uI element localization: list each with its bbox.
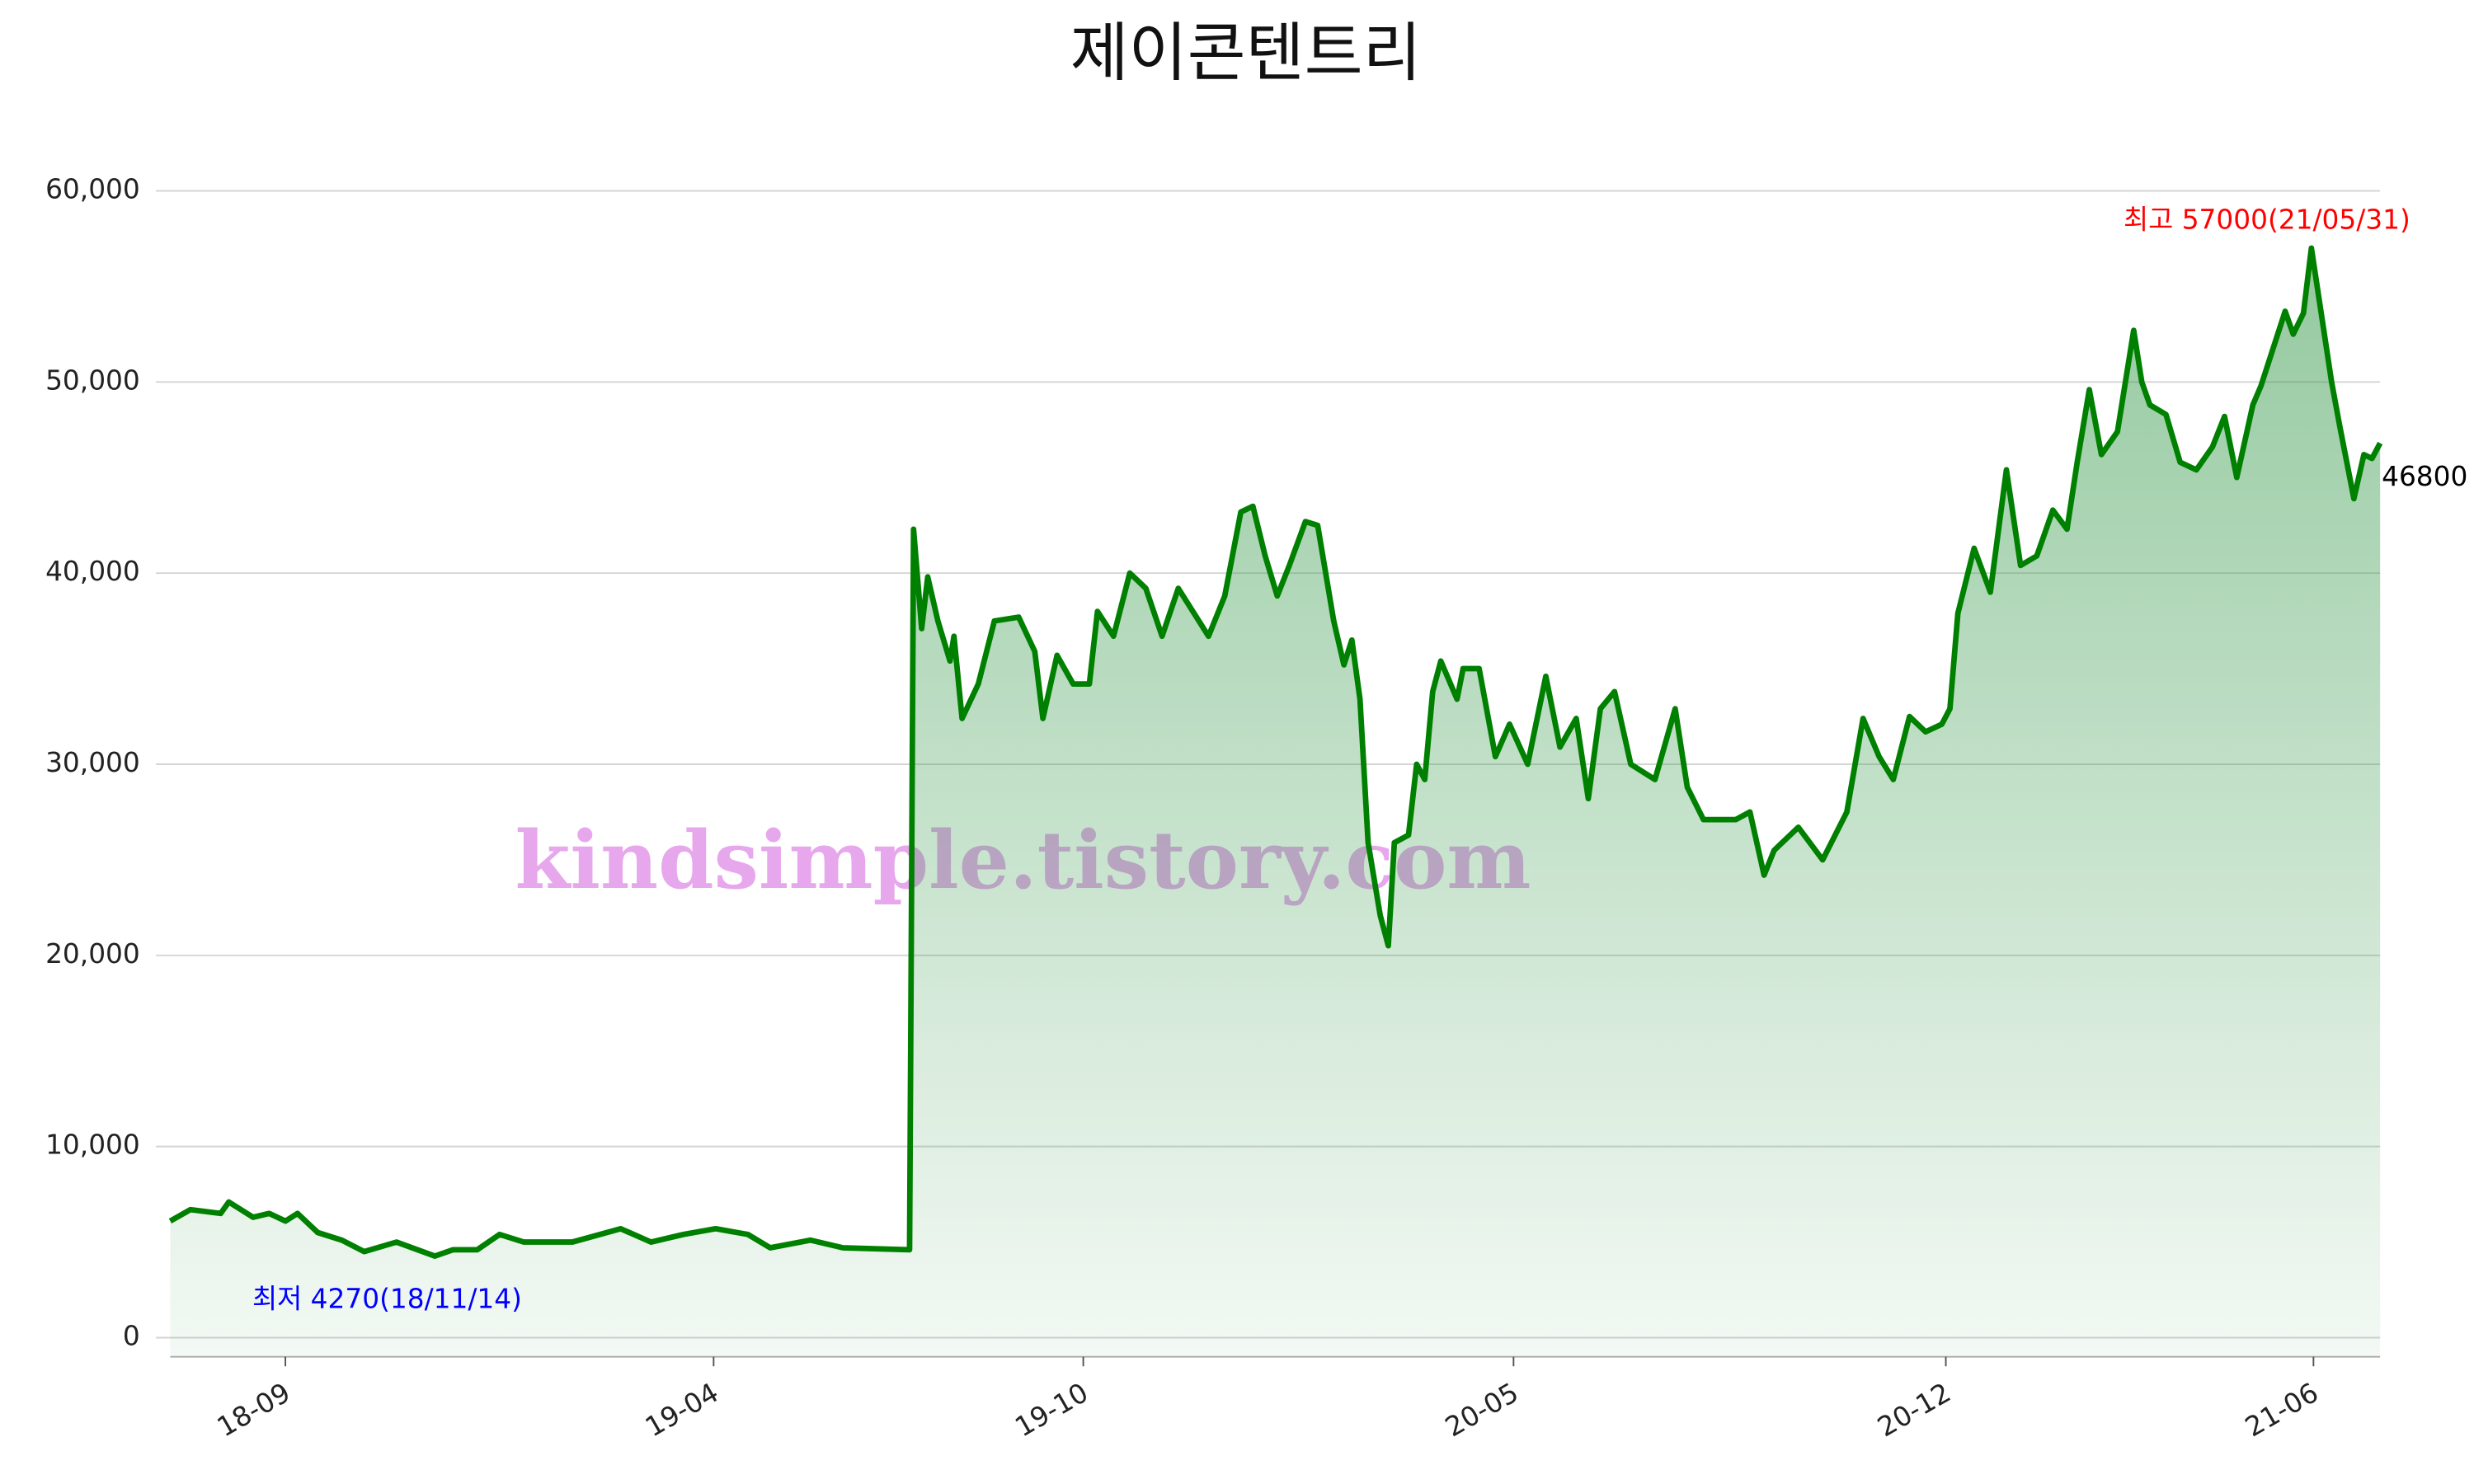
annotation: 최저 4270(18/11/14) [252, 1284, 522, 1315]
y-tick-label: 50,000 [45, 364, 140, 396]
annotation: 46800 [2382, 461, 2467, 492]
chart-title: 제이콘텐트리 [1070, 16, 1422, 90]
x-tick-label: 20-05 [1440, 1377, 1524, 1444]
area [170, 247, 2381, 1357]
annotation: 최고 57000(21/05/31) [2124, 204, 2411, 235]
price-line [168, 245, 2383, 1259]
x-tick-label: 21-06 [2240, 1377, 2324, 1444]
x-tick-label: 19-04 [640, 1377, 724, 1444]
y-tick-label: 20,000 [45, 938, 140, 970]
x-tick-label: 20-12 [1872, 1377, 1956, 1444]
y-tick-label: 60,000 [45, 174, 140, 205]
y-tick-label: 10,000 [45, 1129, 140, 1161]
y-tick-label: 0 [123, 1320, 140, 1351]
x-tick-label: 18-09 [212, 1377, 296, 1444]
x-tick-label: 19-10 [1009, 1377, 1094, 1444]
y-tick-label: 30,000 [45, 747, 140, 778]
y-tick-label: 40,000 [45, 556, 140, 587]
